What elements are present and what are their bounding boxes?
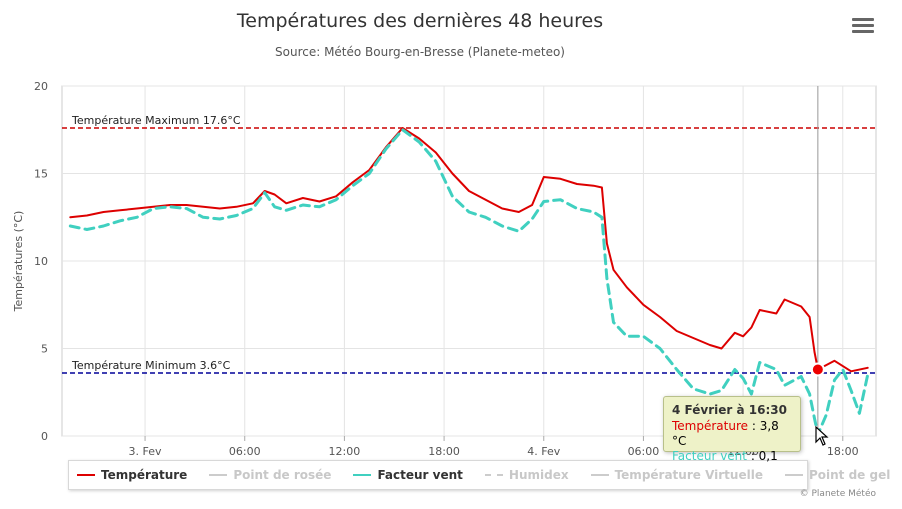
legend-label: Facteur vent — [377, 468, 463, 482]
y-tick-label: 20 — [34, 80, 48, 93]
legend-label: Température Virtuelle — [614, 468, 763, 482]
y-tick-label: 0 — [41, 430, 48, 443]
credit-text: © Planete Météo — [799, 489, 876, 499]
legend-symbol — [77, 474, 95, 476]
chart-subtitle: Source: Météo Bourg-en-Bresse (Planete-m… — [275, 45, 565, 59]
mouse-pointer-icon — [815, 426, 829, 446]
plot-line-label: Température Maximum 17.6°C — [71, 114, 241, 127]
tooltip-value: 3,8 °C — [672, 419, 779, 448]
x-tick-label: 12:00 — [329, 445, 361, 458]
legend-item[interactable]: Point de gel — [784, 468, 891, 482]
tooltip-label: Température — [672, 419, 749, 433]
x-tick-label: 06:00 — [229, 445, 261, 458]
tooltip: 4 Février à 16:30 Température : 3,8 °C F… — [663, 396, 801, 463]
series-line — [69, 127, 869, 373]
x-tick-label: 06:00 — [628, 445, 660, 458]
tooltip-title: 4 Février à 16:30 — [672, 403, 787, 417]
legend-symbol — [590, 474, 609, 476]
y-axis-title: Températures (°C) — [12, 211, 25, 313]
legend: Température Point de rosée Facteur vent Hum… — [68, 460, 890, 490]
highlight-point — [810, 362, 825, 377]
y-tick-label: 15 — [34, 168, 48, 181]
legend-item[interactable]: Point de rosée — [209, 468, 331, 482]
y-tick-label: 10 — [34, 255, 48, 268]
tooltip-row-temperature: Température : 3,8 °C — [672, 419, 779, 448]
y-tick-label: 5 — [41, 343, 48, 356]
legend-symbol — [784, 474, 803, 476]
plot-line-label: Température Minimum 3.6°C — [71, 359, 231, 372]
legend-label: Humidex — [508, 468, 569, 482]
chart-title: Températures des dernières 48 heures — [236, 10, 604, 32]
x-tick-label: 4. Fev — [527, 445, 560, 458]
x-tick-label: 18:00 — [428, 445, 460, 458]
legend-symbol — [209, 474, 228, 476]
series-line — [68, 128, 870, 436]
tooltip-label: Facteur vent — [672, 449, 747, 463]
x-tick-label: 18:00 — [827, 445, 859, 458]
legend-item[interactable]: Température Virtuelle — [590, 468, 763, 482]
legend-label: Point de gel — [808, 468, 891, 482]
legend-symbol — [484, 474, 503, 476]
x-tick-label: 3. Fev — [129, 445, 162, 458]
tooltip-row-wind-chill: Facteur vent : 0,1 — [672, 449, 778, 463]
legend-label: Point de rosée — [233, 468, 332, 482]
legend-label: Température — [101, 468, 188, 482]
hamburger-menu-icon[interactable] — [852, 18, 874, 36]
tooltip-value: 0,1 — [758, 449, 778, 463]
legend-item[interactable]: Température — [77, 468, 187, 482]
legend-item[interactable]: Humidex — [484, 468, 569, 482]
legend-symbol — [353, 474, 372, 476]
legend-item[interactable]: Facteur vent — [353, 468, 463, 482]
